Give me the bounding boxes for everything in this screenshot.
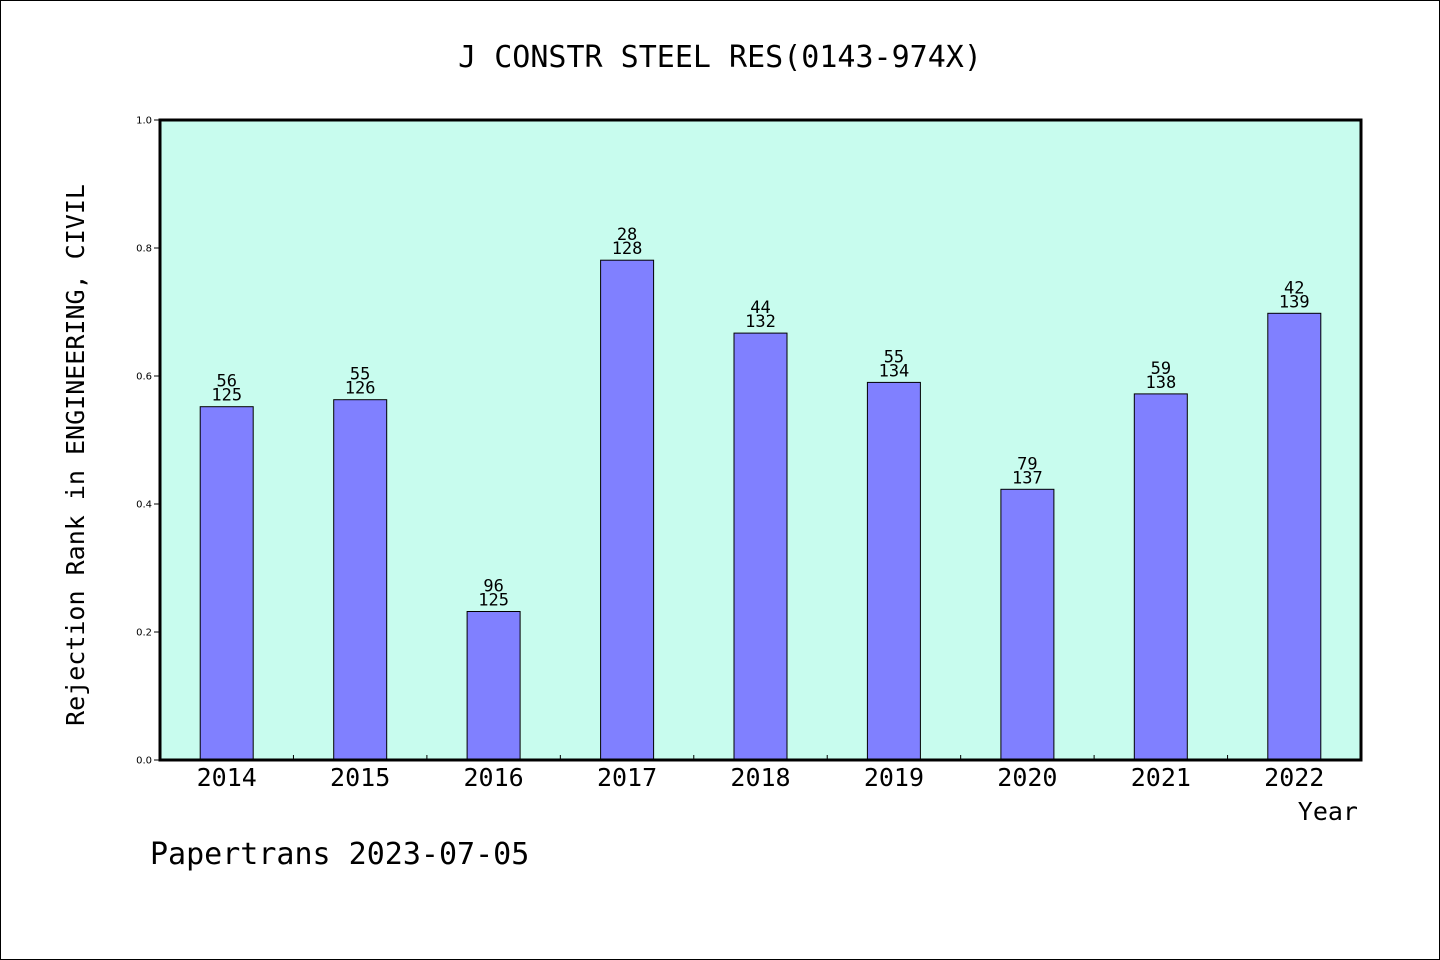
x-tick-label-2018: 2018 [730, 763, 790, 792]
bar-label-bottom-2019: 134 [879, 361, 910, 381]
bar-2022 [1267, 312, 1322, 761]
x-tick-label-2014: 2014 [197, 763, 257, 792]
bar-label-top-2016: 96 [483, 577, 503, 597]
bar-label-bottom-2017: 128 [612, 239, 643, 259]
x-tick-label-2015: 2015 [330, 763, 390, 792]
y-tick-label: 0.4 [136, 500, 152, 511]
footer-note: Papertrans 2023-07-05 [150, 837, 529, 872]
bar-label-bottom-2020: 137 [1012, 468, 1043, 488]
y-tick-label: 1.0 [136, 116, 152, 127]
bar-label-bottom-2014: 125 [211, 386, 242, 406]
x-tick-label-2021: 2021 [1131, 763, 1191, 792]
x-tick-label-2020: 2020 [997, 763, 1057, 792]
bar-2014 [199, 406, 254, 761]
bar-label-top-2017: 28 [617, 225, 637, 245]
bar-label-bottom-2018: 132 [745, 312, 776, 332]
chart-title: J CONSTR STEEL RES(0143-974X) [458, 40, 982, 75]
bar-2015 [333, 399, 388, 761]
bar-2017 [600, 259, 655, 761]
y-tick-label: 0.2 [136, 628, 152, 639]
bar-label-bottom-2022: 139 [1279, 292, 1310, 312]
bar-label-top-2018: 44 [750, 298, 770, 318]
y-axis-label: Rejection Rank in ENGINEERING, CIVIL [61, 184, 90, 726]
bars-group: 5612555126961252812844132551347913759138… [199, 225, 1322, 761]
bar-2016 [466, 611, 521, 761]
axis-ticks: 2014 2015 2016 2017 2018 2019 2020 2021 2022 0.0 0… [136, 116, 1324, 793]
bar-label-top-2022: 42 [1284, 278, 1304, 298]
x-axis-label: Year [1298, 797, 1358, 826]
bar-label-top-2014: 56 [216, 372, 236, 392]
x-tick-label-2017: 2017 [597, 763, 657, 792]
bar-label-bottom-2016: 125 [478, 591, 509, 611]
bar-label-top-2020: 79 [1017, 454, 1037, 474]
y-tick-label: 0.8 [136, 244, 152, 255]
x-tick-label-2019: 2019 [864, 763, 924, 792]
bar-label-top-2015: 55 [350, 365, 370, 385]
x-tick-label-2016: 2016 [464, 763, 524, 792]
x-tick-label-2022: 2022 [1264, 763, 1324, 792]
bar-label-top-2019: 55 [884, 347, 904, 367]
bar-2018 [733, 332, 788, 761]
plot-border [158, 118, 1363, 762]
bar-label-top-2021: 59 [1151, 359, 1171, 379]
bar-2020 [1000, 488, 1055, 761]
bar-2019 [866, 381, 921, 761]
y-tick-label: 0.6 [136, 372, 152, 383]
y-tick-label: 0.0 [136, 756, 152, 767]
bar-label-bottom-2015: 126 [345, 379, 376, 399]
bar-2021 [1133, 393, 1188, 761]
bar-label-bottom-2021: 138 [1145, 373, 1176, 393]
